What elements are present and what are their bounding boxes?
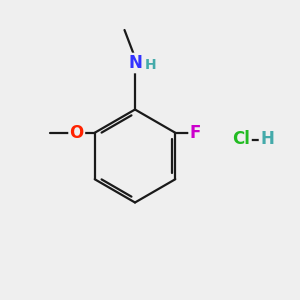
Text: N: N bbox=[128, 54, 142, 72]
Text: F: F bbox=[190, 124, 201, 142]
Text: Cl: Cl bbox=[232, 130, 250, 148]
Text: H: H bbox=[145, 58, 156, 72]
Text: H: H bbox=[260, 130, 274, 148]
Text: O: O bbox=[70, 124, 84, 142]
